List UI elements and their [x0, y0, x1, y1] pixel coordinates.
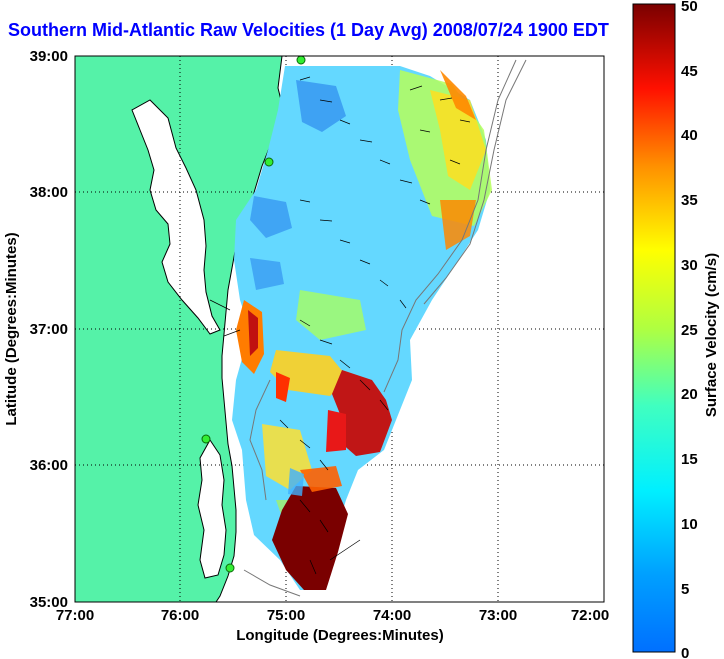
x-tick-label: 74:00	[373, 607, 411, 624]
colorbar-tick-label: 50	[681, 0, 698, 15]
colorbar-tick-label: 40	[681, 127, 698, 144]
y-tick-label: 39:00	[30, 48, 68, 65]
x-tick-label: 73:00	[479, 607, 517, 624]
station-marker	[296, 56, 306, 65]
colorbar-label: Surface Velocity (cm/s)	[703, 253, 720, 417]
chesapeake-bay	[131, 99, 221, 335]
colorbar-tick-label: 25	[681, 322, 698, 339]
bathymetry-contours	[243, 59, 527, 597]
station-marker	[264, 157, 274, 167]
x-tick-label: 72:00	[571, 607, 609, 624]
colorbar-tick-label: 35	[681, 192, 698, 209]
velocity-field	[232, 66, 492, 590]
y-axis-label: Latitude (Degrees:Minutes)	[3, 232, 20, 425]
x-tick-label: 75:00	[267, 607, 305, 624]
plot-frame	[74, 55, 605, 603]
pamlico-sound	[197, 439, 227, 579]
colorbar-tick-label: 15	[681, 451, 698, 468]
x-tick-label: 77:00	[56, 607, 94, 624]
x-ticks: 77:00 76:00 75:00 74:00 73:00 72:00	[56, 607, 609, 624]
station-marker	[225, 563, 235, 573]
y-tick-label: 36:00	[30, 457, 68, 474]
radar-stations	[201, 56, 306, 573]
y-tick-label: 38:00	[30, 184, 68, 201]
colorbar-tick-label: 20	[681, 386, 698, 403]
colorbar-tick-label: 45	[681, 63, 698, 80]
colorbar	[632, 3, 676, 653]
y-tick-label: 37:00	[30, 321, 68, 338]
colorbar-ticks: 50 45 40 35 30 25 20 15 10 5 0	[681, 0, 698, 659]
x-tick-label: 76:00	[161, 607, 199, 624]
y-tick-label: 35:00	[30, 594, 68, 611]
colorbar-tick-label: 5	[681, 581, 689, 598]
chart-title: Southern Mid-Atlantic Raw Velocities (1 …	[8, 20, 609, 40]
y-ticks: 39:00 38:00 37:00 36:00 35:00	[30, 48, 68, 611]
velocity-arrows	[209, 76, 471, 575]
colorbar-tick-label: 10	[681, 516, 698, 533]
colorbar-tick-label: 30	[681, 257, 698, 274]
station-marker	[201, 434, 211, 444]
x-axis-label: Longitude (Degrees:Minutes)	[236, 627, 444, 644]
colorbar-tick-label: 0	[681, 645, 689, 659]
